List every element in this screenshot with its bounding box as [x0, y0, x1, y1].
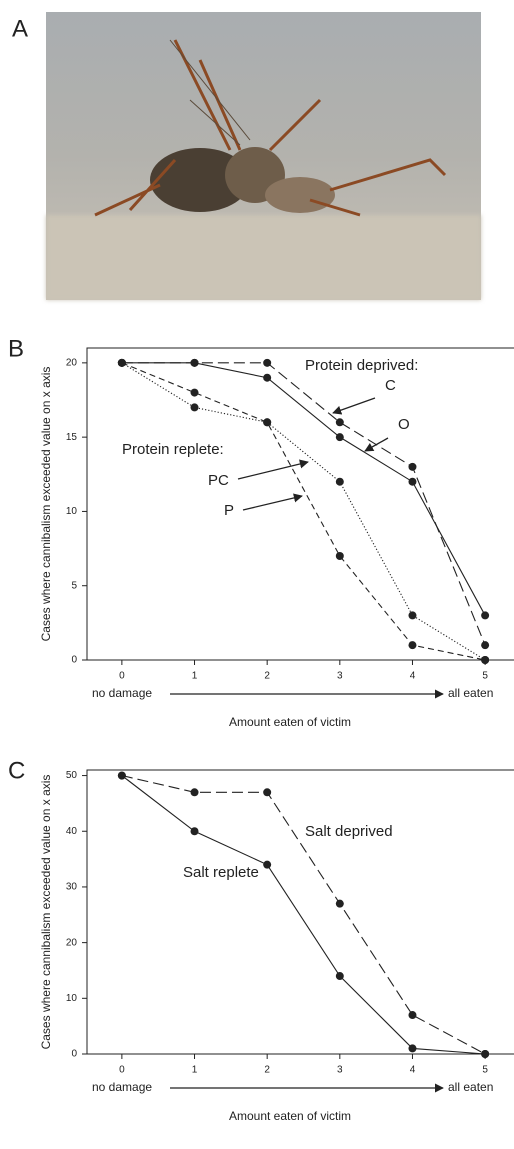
data-point [408, 462, 417, 471]
x-tick-label: 0 [119, 1065, 125, 1076]
data-point [117, 358, 126, 367]
data-point [408, 641, 417, 650]
y-tick-label: 10 [66, 993, 78, 1004]
plot-frame [86, 347, 514, 661]
label-arrow [242, 493, 303, 511]
x-tick-label: 2 [264, 671, 270, 682]
data-point [481, 611, 490, 620]
panel-label: C [8, 757, 25, 784]
y-axis-label: Cases where cannibalism exceeded value o… [39, 775, 53, 1050]
y-tick-label: 50 [66, 770, 78, 781]
data-point [335, 972, 344, 981]
y-tick-label: 10 [66, 506, 78, 517]
annotation: Protein deprived: [305, 357, 418, 374]
series-line [121, 775, 486, 1055]
data-point [335, 477, 344, 486]
data-point [263, 373, 272, 382]
data-point [263, 358, 272, 367]
data-point [335, 418, 344, 427]
series-label: Salt replete [183, 864, 259, 881]
x-start-label: no damage [92, 686, 152, 700]
data-point [335, 899, 344, 908]
data-point [117, 771, 126, 780]
y-tick-label: 15 [66, 432, 78, 443]
x-tick-label: 3 [337, 671, 343, 682]
y-tick-label: 0 [71, 655, 77, 666]
x-tick-label: 5 [482, 1065, 488, 1076]
series-line [121, 775, 486, 1055]
y-tick-label: 5 [71, 580, 77, 591]
data-point [190, 358, 199, 367]
data-point [190, 788, 199, 797]
panel-label: A [12, 15, 28, 42]
panel-label: B [8, 335, 24, 362]
x-tick-label: 1 [192, 671, 198, 682]
series-label: PC [208, 472, 229, 489]
data-point [408, 1011, 417, 1020]
x-start-label: no damage [92, 1080, 152, 1094]
photo [46, 12, 481, 300]
x-tick-label: 2 [264, 1065, 270, 1076]
annotation: Protein replete: [122, 441, 224, 458]
y-tick-label: 40 [66, 826, 78, 837]
x-tick-label: 1 [192, 1065, 198, 1076]
data-point [263, 788, 272, 797]
data-point [481, 641, 490, 650]
label-arrow [332, 397, 376, 415]
y-tick-label: 0 [71, 1049, 77, 1060]
data-point [408, 1044, 417, 1053]
data-point [408, 477, 417, 486]
x-tick-label: 4 [410, 1065, 416, 1076]
data-point [408, 611, 417, 620]
data-point [481, 656, 490, 664]
data-point [190, 388, 199, 397]
series-line [121, 362, 486, 646]
series-label: P [224, 502, 234, 519]
data-point [335, 433, 344, 442]
series-line [121, 362, 486, 661]
data-point [190, 403, 199, 412]
series-line [121, 362, 486, 616]
label-arrow [237, 459, 309, 480]
series-line [121, 362, 486, 661]
y-axis-label: Cases where cannibalism exceeded value o… [39, 367, 53, 642]
data-point [263, 418, 272, 427]
y-tick-label: 20 [66, 937, 78, 948]
data-point [263, 860, 272, 869]
x-end-label: all eaten [448, 686, 493, 700]
y-tick-label: 30 [66, 882, 78, 893]
data-point [335, 552, 344, 560]
series-label: O [398, 416, 410, 433]
x-tick-label: 0 [119, 671, 125, 682]
plot-frame [86, 769, 514, 1055]
x-tick-label: 3 [337, 1065, 343, 1076]
data-point [481, 1050, 490, 1058]
series-label: C [385, 377, 396, 394]
x-axis-label: Amount eaten of victim [229, 715, 351, 729]
y-tick-label: 20 [66, 357, 78, 368]
x-tick-label: 4 [410, 671, 416, 682]
x-tick-label: 5 [482, 671, 488, 682]
x-end-label: all eaten [448, 1080, 493, 1094]
x-axis-label: Amount eaten of victim [229, 1109, 351, 1123]
series-label: Salt deprived [305, 823, 393, 840]
data-point [190, 827, 199, 836]
